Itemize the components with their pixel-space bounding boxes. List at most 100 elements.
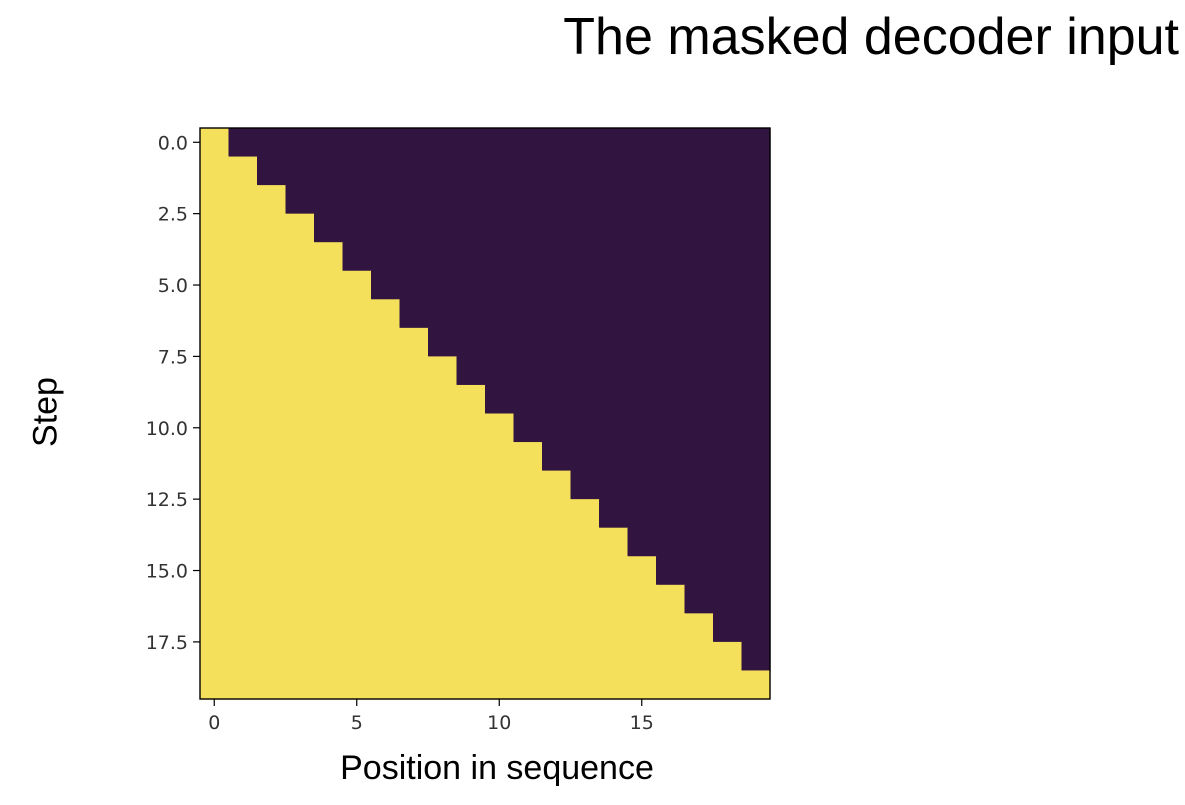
heatmap-cell <box>599 556 629 586</box>
plot-frame <box>199 127 771 700</box>
heatmap-cell <box>485 384 515 415</box>
heatmap-cell <box>428 470 458 500</box>
heatmap-cell <box>399 470 429 500</box>
heatmap-cell <box>656 242 686 272</box>
heatmap-cell <box>314 442 344 472</box>
heatmap-cell <box>456 413 486 443</box>
heatmap-cell <box>314 185 344 215</box>
heatmap-cell <box>684 128 714 158</box>
heatmap-cell <box>285 128 315 158</box>
heatmap-cell <box>485 242 515 272</box>
heatmap-cell <box>342 270 372 300</box>
heatmap-cell <box>200 641 230 672</box>
heatmap-cell <box>285 641 315 672</box>
heatmap-cell <box>371 270 401 300</box>
heatmap-cell <box>713 356 743 386</box>
heatmap-cell <box>371 641 401 672</box>
y-tick-label: 15.0 <box>146 561 188 583</box>
heatmap-cell <box>599 242 629 272</box>
y-tick-label: 17.5 <box>146 632 188 654</box>
heatmap-cell <box>599 641 629 672</box>
heatmap-cell <box>228 213 258 243</box>
heatmap-cell <box>599 156 629 186</box>
heatmap-cell <box>713 128 743 158</box>
heatmap-cell <box>456 327 486 357</box>
heatmap-cell <box>570 413 600 443</box>
x-tick-label: 5 <box>351 712 363 734</box>
heatmap-cell <box>371 384 401 415</box>
heatmap-cell <box>542 556 572 586</box>
heatmap-cell <box>399 270 429 300</box>
heatmap-cell <box>399 128 429 158</box>
heatmap-cell <box>599 442 629 472</box>
heatmap-cell <box>371 670 401 700</box>
heatmap-cell <box>684 413 714 443</box>
heatmap-cell <box>485 499 515 529</box>
heatmap-cell <box>542 499 572 529</box>
heatmap-cell <box>228 613 258 643</box>
heatmap-cell <box>656 356 686 386</box>
heatmap-cell <box>314 299 344 329</box>
heatmap-cell <box>684 356 714 386</box>
heatmap-cell <box>741 128 771 158</box>
heatmap-cell <box>428 213 458 243</box>
heatmap-cell <box>257 527 287 557</box>
heatmap-cell <box>399 413 429 443</box>
heatmap-cell <box>627 584 657 614</box>
heatmap-cell <box>570 299 600 329</box>
heatmap-cell <box>542 128 572 158</box>
heatmap-cell <box>627 299 657 329</box>
heatmap-cell <box>513 499 543 529</box>
heatmap-cell <box>456 384 486 415</box>
heatmap-cell <box>342 327 372 357</box>
heatmap-cell <box>627 185 657 215</box>
heatmap-cell <box>314 242 344 272</box>
heatmap-cell <box>627 327 657 357</box>
heatmap-cell <box>627 641 657 672</box>
heatmap-cell <box>399 670 429 700</box>
heatmap-cell <box>570 499 600 529</box>
heatmap-cell <box>456 270 486 300</box>
heatmap-cell <box>513 213 543 243</box>
heatmap-cell <box>285 470 315 500</box>
heatmap-cell <box>257 384 287 415</box>
heatmap-cell <box>257 156 287 186</box>
heatmap-cell <box>342 584 372 614</box>
heatmap-cell <box>285 242 315 272</box>
heatmap-cell <box>456 242 486 272</box>
page-title: The masked decoder input <box>563 8 1179 66</box>
heatmap-cell <box>570 527 600 557</box>
heatmap-cell <box>741 670 771 700</box>
heatmap-cell <box>257 613 287 643</box>
heatmap-cell <box>513 356 543 386</box>
heatmap-cell <box>371 327 401 357</box>
heatmap-cell <box>656 156 686 186</box>
heatmap-cell <box>456 641 486 672</box>
heatmap-cell <box>713 299 743 329</box>
heatmap-cell <box>456 584 486 614</box>
heatmap-cell <box>314 556 344 586</box>
heatmap-cell <box>513 327 543 357</box>
heatmap-cell <box>599 470 629 500</box>
y-tick-label: 7.5 <box>158 346 188 368</box>
heatmap-cell <box>627 128 657 158</box>
heatmap-cell <box>656 470 686 500</box>
heatmap-cell <box>228 641 258 672</box>
heatmap-cell <box>713 584 743 614</box>
heatmap-cell <box>656 556 686 586</box>
heatmap-cell <box>570 613 600 643</box>
heatmap-cell <box>228 185 258 215</box>
heatmap-cell <box>399 613 429 643</box>
heatmap-cell <box>513 584 543 614</box>
heatmap-cell <box>456 156 486 186</box>
heatmap-cell <box>200 128 230 158</box>
heatmap-cell <box>342 356 372 386</box>
heatmap-cell <box>684 442 714 472</box>
heatmap-cell <box>399 556 429 586</box>
heatmap-cell <box>200 584 230 614</box>
heatmap-cell <box>713 470 743 500</box>
heatmap-cell <box>542 527 572 557</box>
heatmap-cell <box>485 527 515 557</box>
heatmap-cell <box>428 156 458 186</box>
heatmap-cell <box>741 470 771 500</box>
